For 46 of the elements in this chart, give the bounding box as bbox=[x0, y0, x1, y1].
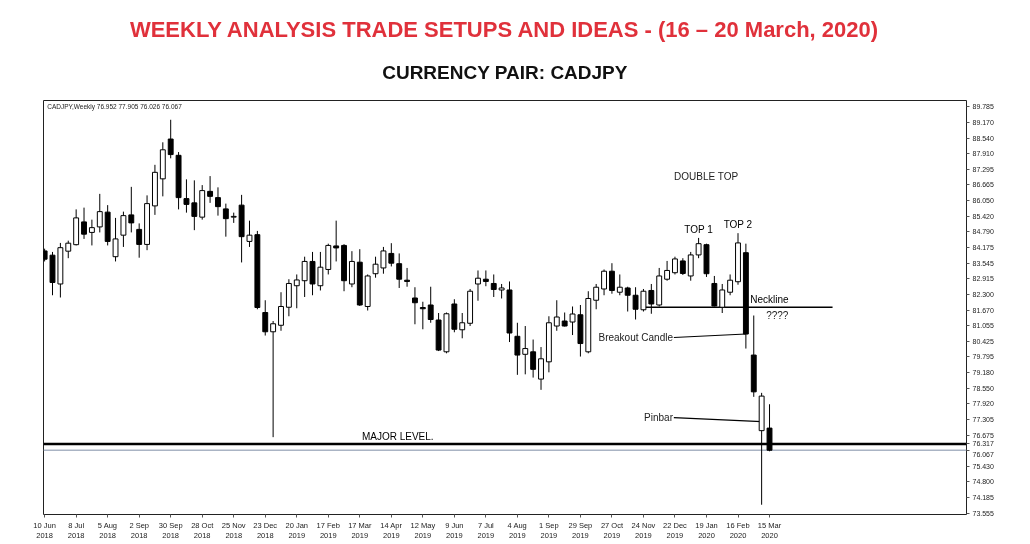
candlestick bbox=[348, 250, 355, 288]
candlestick bbox=[396, 252, 403, 289]
series-label: Neckline bbox=[750, 294, 789, 306]
candlestick bbox=[419, 301, 426, 330]
annotation: ???? bbox=[766, 309, 789, 321]
candlestick bbox=[490, 273, 497, 298]
candlestick bbox=[593, 283, 600, 310]
candlestick bbox=[333, 220, 340, 262]
chart-title: WEEKLY ANALYSIS TRADE SETUPS AND IDEAS - (16 – 20 March, 2020) bbox=[129, 16, 879, 42]
candlestick bbox=[427, 286, 434, 324]
candlestick bbox=[514, 322, 521, 376]
candlestick bbox=[664, 260, 671, 282]
candlestick bbox=[538, 346, 544, 391]
candlestick bbox=[167, 119, 174, 159]
annotation: Pinbar bbox=[644, 412, 674, 424]
candlestick bbox=[81, 207, 87, 240]
candlestick bbox=[278, 291, 284, 332]
candlestick bbox=[475, 269, 481, 302]
candlestick bbox=[727, 273, 734, 296]
candlestick bbox=[285, 278, 292, 317]
candlestick bbox=[608, 262, 615, 295]
candlestick bbox=[404, 267, 411, 288]
candlestick bbox=[215, 186, 221, 217]
candlestick bbox=[616, 273, 623, 296]
annotation: TOP 1 bbox=[684, 223, 714, 235]
candlestick bbox=[207, 175, 214, 204]
chart-subtitle: CURRENCY PAIR: CADJPY bbox=[382, 61, 628, 83]
ref-line-label: MAJOR LEVEL. bbox=[361, 430, 434, 442]
candlestick bbox=[687, 251, 694, 282]
candlestick bbox=[601, 268, 607, 296]
candlestick bbox=[88, 219, 95, 246]
annotation: TOP 2 bbox=[723, 219, 753, 231]
candlestick bbox=[136, 222, 143, 259]
candlestick bbox=[482, 269, 489, 287]
candlestick bbox=[522, 325, 529, 375]
candlestick bbox=[96, 193, 103, 233]
candlestick bbox=[262, 299, 269, 337]
candlestick bbox=[222, 203, 229, 238]
annotation: Breakout Candle bbox=[598, 332, 674, 344]
candlestick bbox=[293, 273, 300, 309]
candlestick bbox=[530, 339, 537, 379]
candlestick bbox=[459, 312, 466, 339]
annotation: DOUBLE TOP bbox=[674, 170, 739, 182]
candlestick bbox=[412, 286, 418, 325]
candlestick bbox=[553, 299, 560, 332]
candlestick bbox=[270, 320, 277, 438]
